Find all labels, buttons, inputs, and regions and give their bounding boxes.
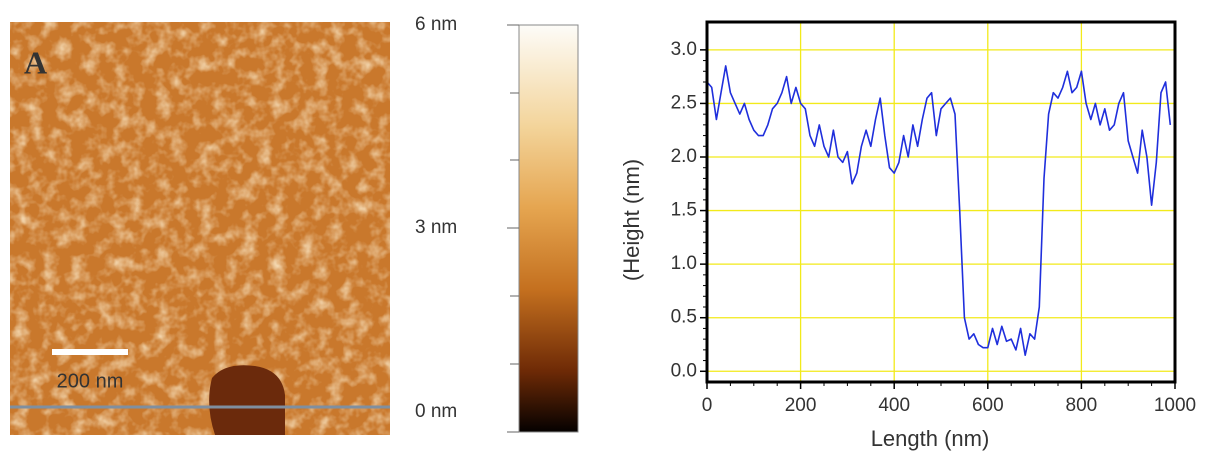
x-tick-label: 800 [1066, 395, 1098, 416]
colorbar: 6 nm 3 nm 0 nm [415, 14, 579, 433]
x-tick-label: 600 [972, 395, 1004, 416]
scale-bar-label: 200 nm [57, 370, 124, 392]
y-tick-label: 1.0 [671, 253, 697, 274]
x-tick-label: 400 [878, 395, 910, 416]
profile-line [706, 65, 1172, 356]
y-axis-label: (Height (nm) [619, 159, 644, 281]
colorbar-label: 6 nm [415, 14, 457, 35]
x-tick-label: 200 [785, 395, 817, 416]
x-axis-label: Length (nm) [871, 426, 990, 451]
afm-texture [10, 22, 390, 435]
colorbar-gradient [518, 24, 579, 433]
afm-image: A 200 nm [10, 22, 390, 435]
x-tick-label: 0 [702, 395, 713, 416]
y-tick-label: 2.0 [671, 146, 697, 167]
x-tick-label: 1000 [1154, 395, 1196, 416]
colorbar-ticks [507, 24, 519, 433]
colorbar-label: 3 nm [415, 217, 457, 238]
y-tick-label: 1.5 [671, 200, 697, 221]
y-tick-label: 0.0 [671, 360, 697, 381]
afm-pit [209, 365, 285, 435]
colorbar-label: 0 nm [415, 401, 457, 422]
panel-label: A [24, 44, 47, 80]
profile-chart: Length (nm) (Height (nm) 0.0 0.5 1.0 1.5 2.0… [619, 20, 1196, 451]
y-tick-label: 0.5 [671, 307, 697, 328]
plot-frame [705, 20, 1177, 384]
y-tick-label: 3.0 [671, 39, 697, 60]
y-tick-label: 2.5 [671, 92, 697, 113]
